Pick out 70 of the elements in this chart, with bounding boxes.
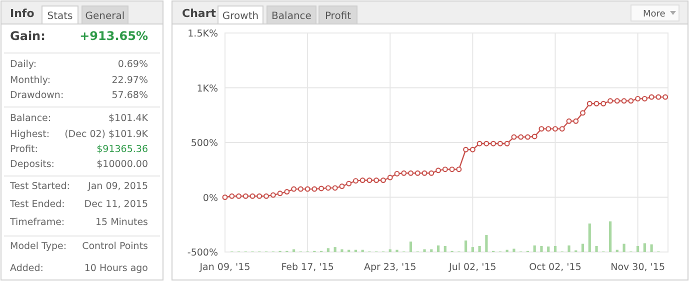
- text: Monthly:: [10, 75, 51, 86]
- text: Stats: [47, 11, 73, 22]
- text: 10 Hours ago: [84, 263, 148, 274]
- text: Dec 11, 2015: [84, 199, 148, 210]
- x-tick-label: Nov 30, '15: [610, 262, 665, 273]
- text: Profit:: [10, 144, 38, 155]
- x-tick-label: Oct 02, '15: [529, 262, 582, 273]
- text: More: [643, 10, 666, 20]
- bar: [464, 240, 468, 252]
- text: $101.4K: [108, 113, 149, 124]
- text: $91365.36: [96, 144, 148, 155]
- bar: [595, 246, 598, 252]
- bar: [588, 224, 591, 252]
- x-tick-label: Jul 02, '15: [448, 262, 496, 273]
- bar: [554, 246, 557, 252]
- bar: [334, 247, 336, 252]
- bar: [608, 221, 612, 252]
- bar: [478, 246, 481, 252]
- bar: [444, 246, 446, 252]
- bar: [547, 246, 550, 252]
- text: Profit: [324, 11, 352, 22]
- bar: [512, 248, 516, 252]
- bar: [636, 246, 640, 252]
- text: 22.97%: [112, 75, 148, 86]
- text: General: [85, 11, 125, 22]
- text: 57.68%: [112, 90, 148, 101]
- text: Drawdown:: [10, 90, 64, 101]
- text: 15 Minutes: [95, 217, 148, 228]
- text: Added:: [10, 263, 44, 274]
- text: Test Started:: [9, 181, 70, 192]
- text: Highest:: [10, 129, 50, 140]
- text: Info: [10, 7, 35, 20]
- bar: [650, 244, 653, 252]
- text: Timeframe:: [9, 217, 65, 228]
- text: Gain:: [10, 29, 46, 43]
- text: 0.69%: [118, 59, 148, 70]
- y-tick-label: -500%: [187, 248, 218, 258]
- y-tick-label: 500%: [190, 138, 218, 149]
- bar: [471, 247, 474, 252]
- x-tick-label: Feb 17, '15: [281, 262, 334, 273]
- bar: [409, 242, 412, 252]
- text: +913.65%: [80, 29, 148, 43]
- y-tick-label: 0%: [202, 192, 218, 204]
- text: (Dec 02) $101.9K: [64, 129, 149, 140]
- y-tick-label: 1K%: [196, 83, 218, 94]
- bar: [340, 249, 344, 252]
- bar: [540, 246, 543, 252]
- text: Control Points: [82, 241, 148, 252]
- bar: [581, 244, 584, 252]
- bar: [622, 244, 626, 252]
- text: Daily:: [10, 59, 37, 70]
- bar: [436, 245, 440, 252]
- text: Growth: [222, 11, 259, 22]
- y-tick-label: 1.5K%: [188, 28, 218, 40]
- text: Model Type:: [10, 241, 67, 252]
- bar: [568, 245, 570, 252]
- bar: [326, 248, 330, 252]
- text: $10000.00: [96, 159, 148, 170]
- x-tick-label: Jan 09, '15: [198, 262, 250, 273]
- text: Deposits:: [10, 159, 54, 170]
- text: Balance:: [10, 113, 52, 124]
- bar: [423, 249, 426, 252]
- x-tick-label: Apr 23, '15: [364, 262, 416, 273]
- bar: [643, 243, 646, 252]
- text: Test Ended:: [9, 199, 65, 210]
- bar: [533, 245, 536, 252]
- text: Jan 09, 2015: [87, 181, 148, 192]
- chart-title: Chart: [182, 7, 216, 20]
- bar: [485, 235, 488, 252]
- text: Balance: [272, 11, 312, 22]
